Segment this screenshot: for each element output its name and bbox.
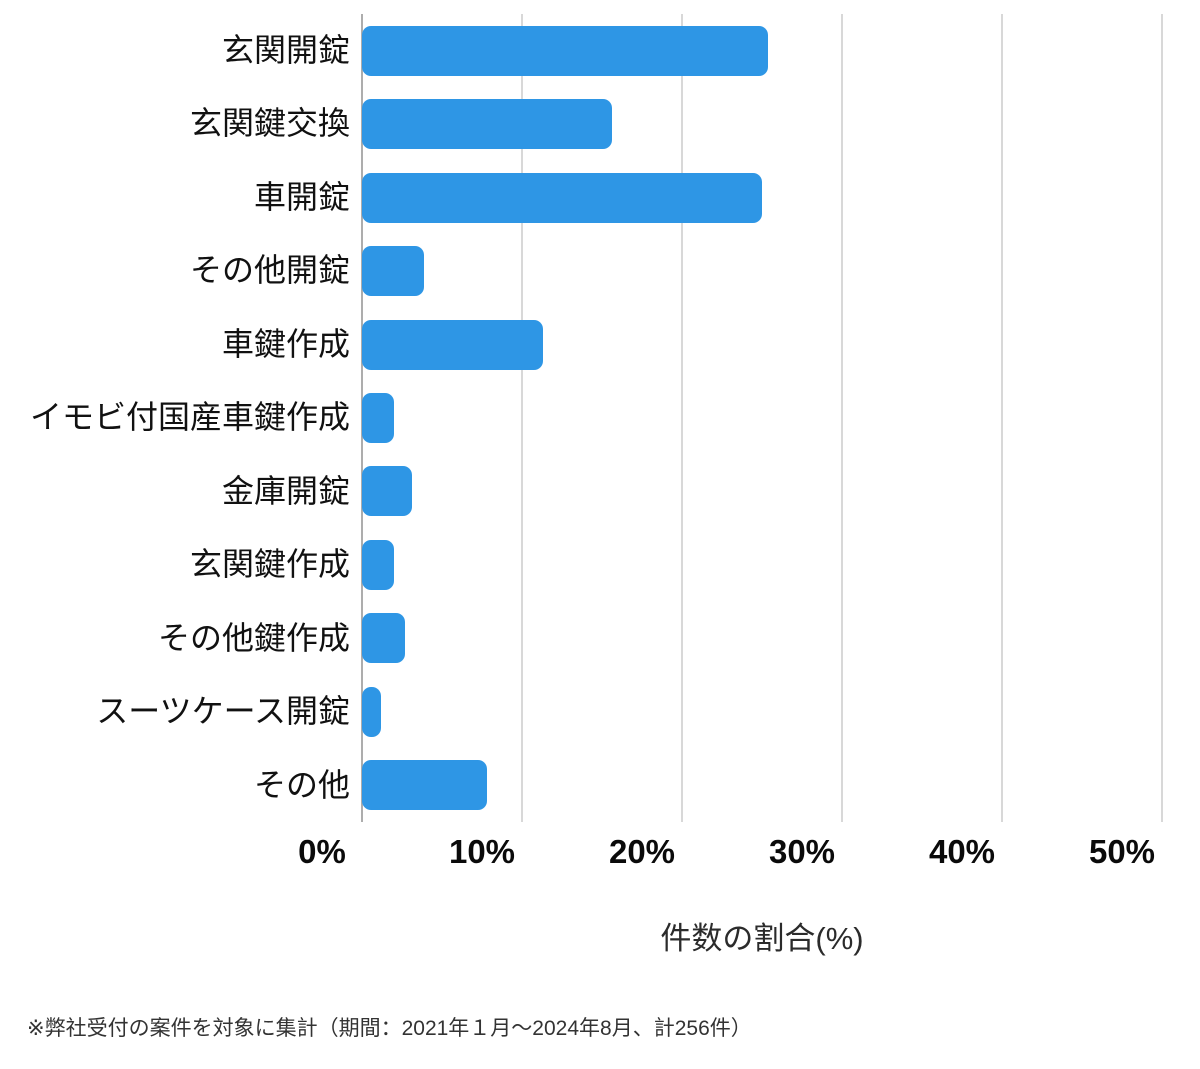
category-label: スーツケース開錠 <box>96 693 350 730</box>
category-label: 玄関鍵作成 <box>189 546 350 583</box>
x-tick-label: 30% <box>768 833 836 870</box>
category-label: 玄関鍵交換 <box>189 105 350 142</box>
x-gridline <box>681 14 683 822</box>
bar <box>362 25 769 76</box>
bar <box>362 319 543 370</box>
bar <box>362 760 487 811</box>
category-label: 車開錠 <box>253 178 350 215</box>
category-label: その他鍵作成 <box>157 619 350 656</box>
category-label: 金庫開錠 <box>221 472 350 509</box>
bar <box>362 613 406 664</box>
bar <box>362 539 394 590</box>
x-gridline <box>1161 14 1163 822</box>
x-gridline <box>1001 14 1003 822</box>
x-tick-label: 20% <box>608 833 676 870</box>
x-tick-label: 40% <box>928 833 996 870</box>
x-tick-label: 0% <box>298 833 346 870</box>
x-tick-label: 10% <box>448 833 516 870</box>
bar <box>362 99 612 150</box>
x-gridline <box>521 14 523 822</box>
bar <box>362 466 412 517</box>
x-gridline <box>841 14 843 822</box>
category-label: その他開錠 <box>189 252 350 289</box>
category-label: 玄関開錠 <box>221 32 350 68</box>
x-tick-label: 50% <box>1088 833 1156 870</box>
bar <box>362 686 382 737</box>
plot-area <box>361 14 1163 822</box>
category-label: 車鍵作成 <box>221 325 350 362</box>
bar <box>362 393 394 443</box>
category-label: イモビ付国産車鍵作成 <box>29 399 350 436</box>
category-label: その他 <box>253 766 350 803</box>
bar <box>362 246 425 297</box>
footnote: ※弊社受付の案件を対象に集計（期間：2021年１月～2024年8月、計256件） <box>27 1017 752 1040</box>
x-axis-title: 件数の割合(%) <box>660 921 864 956</box>
bar <box>362 172 762 223</box>
